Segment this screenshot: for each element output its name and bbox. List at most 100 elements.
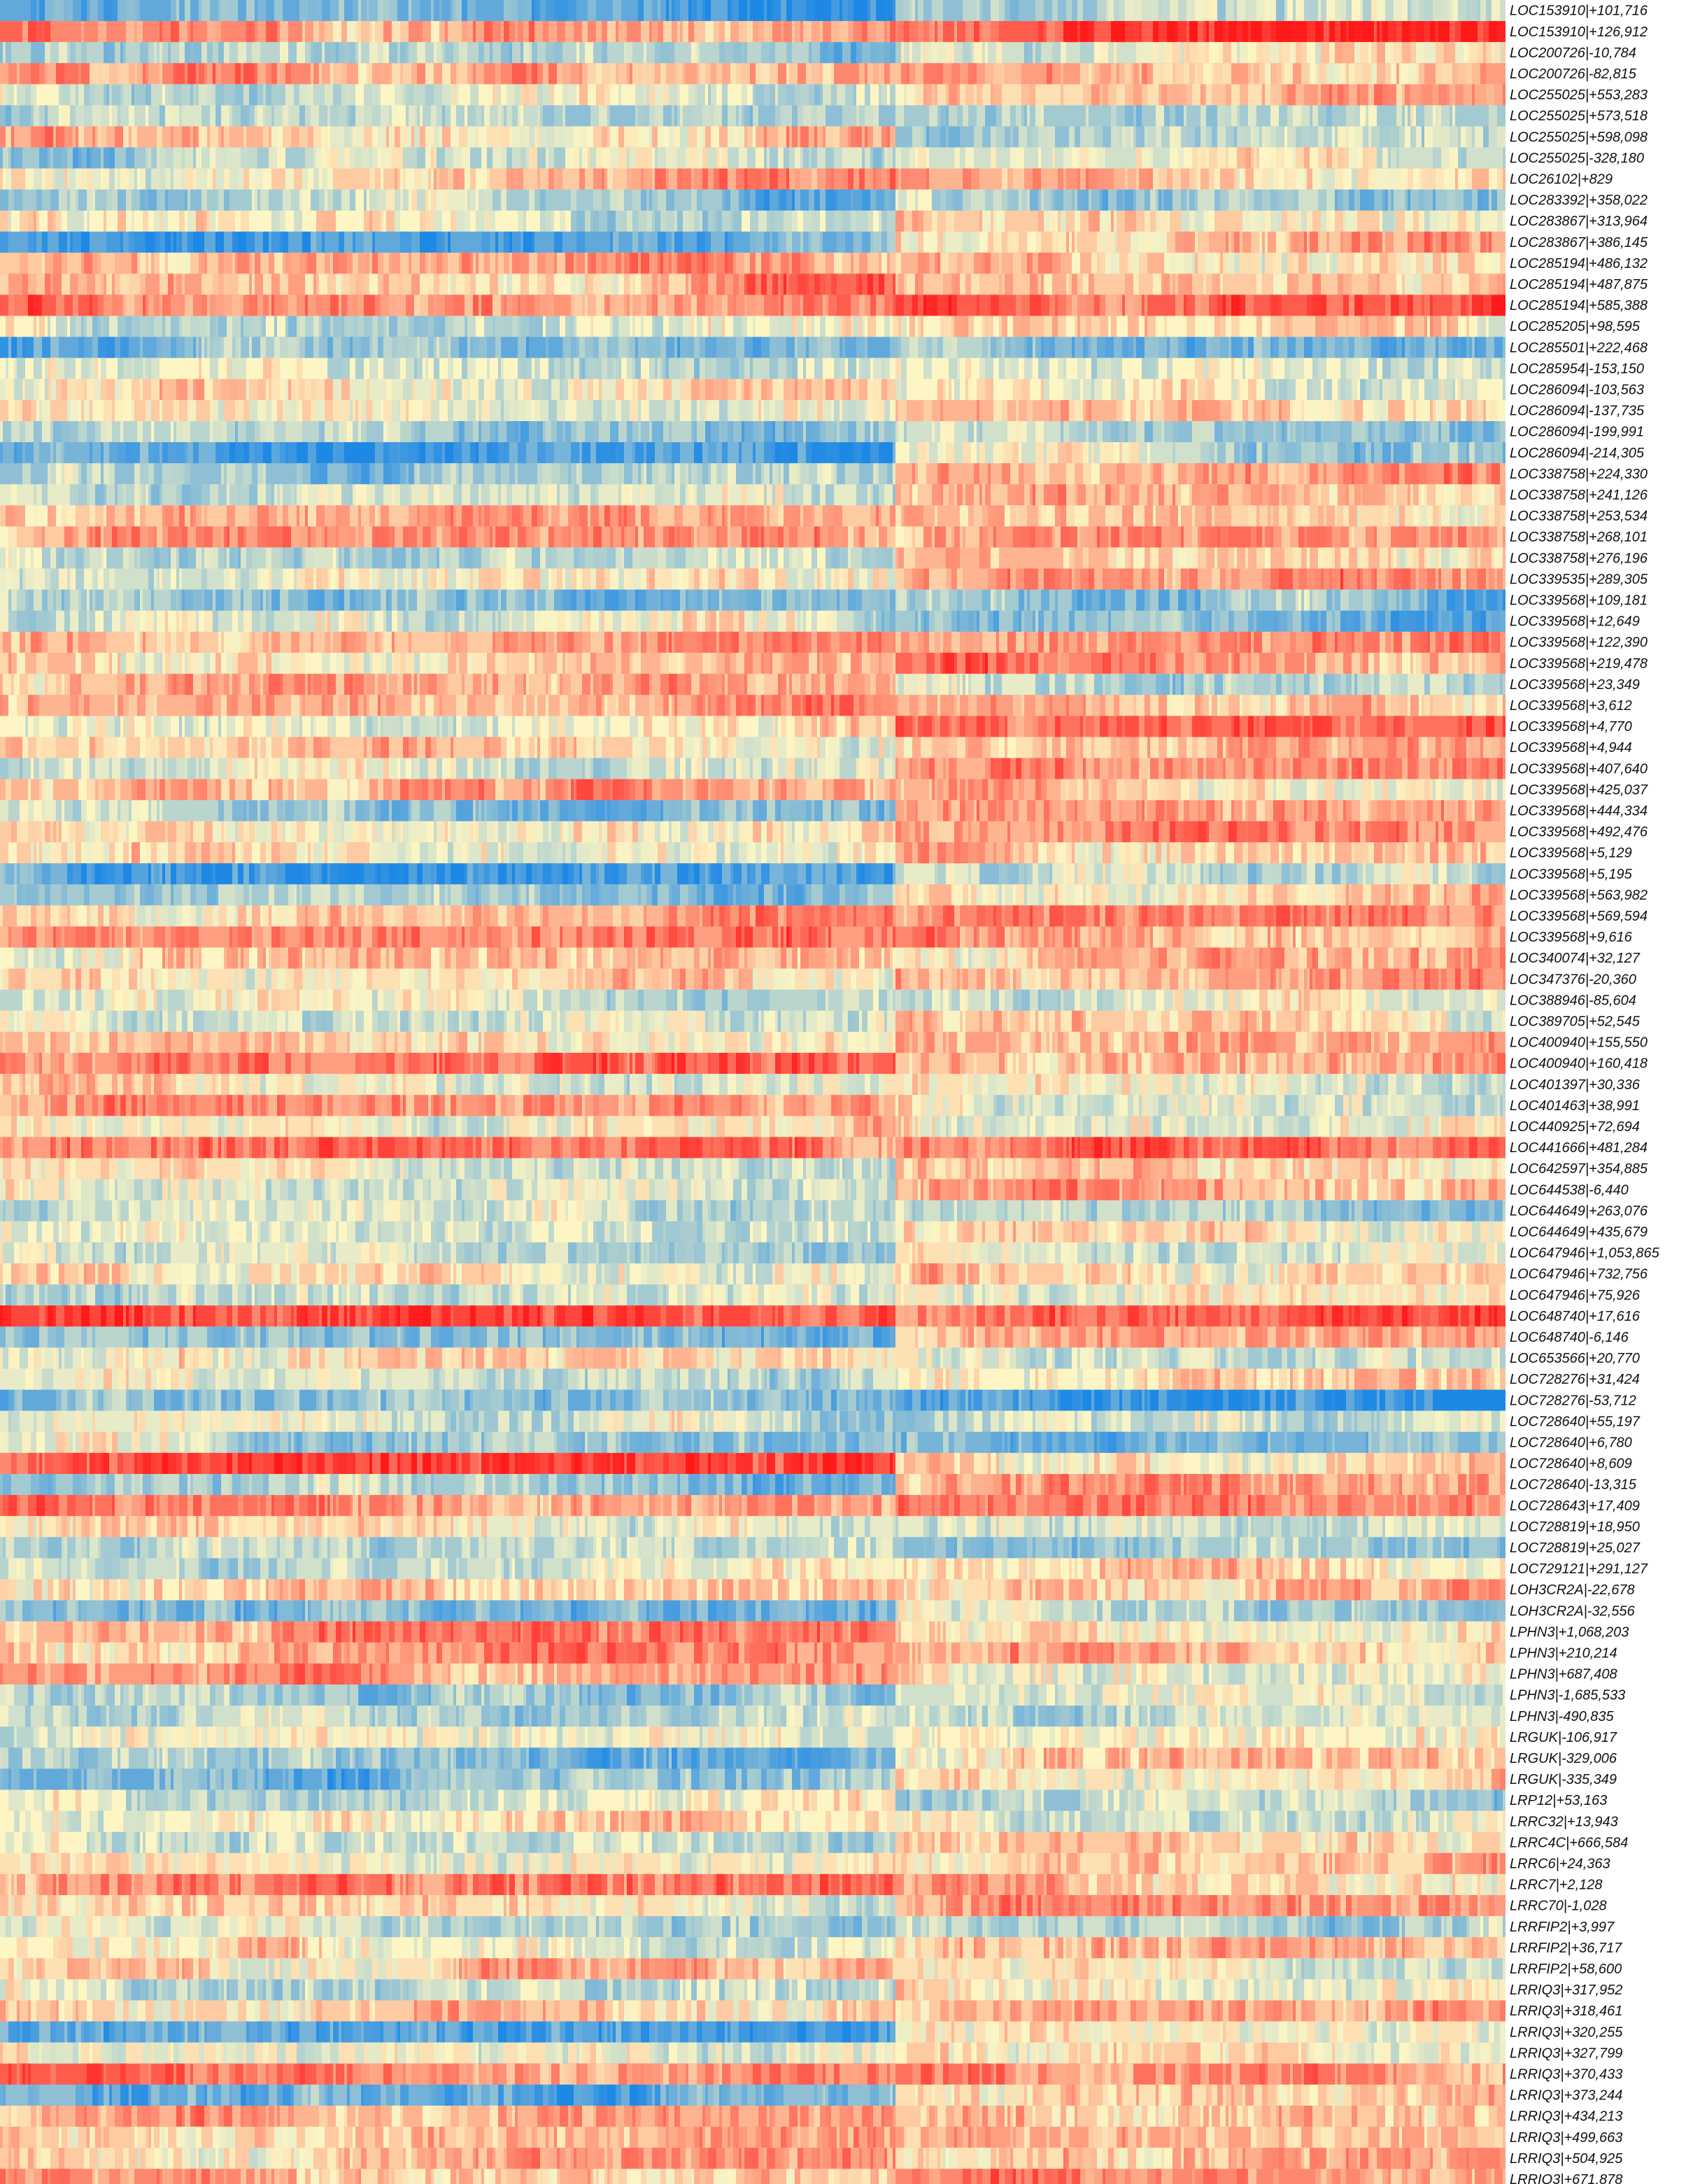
heatmap-cell	[459, 253, 462, 274]
heatmap-cell	[1178, 336, 1184, 359]
heatmap-cell	[1186, 421, 1192, 443]
heatmap-cell	[1231, 295, 1240, 317]
heatmap-cell	[1354, 336, 1363, 359]
heatmap-cell	[613, 0, 621, 22]
heatmap-cell	[1433, 232, 1436, 253]
heatmap-cell	[266, 378, 269, 401]
heatmap-cell	[313, 42, 322, 64]
heatmap-cell	[305, 442, 308, 464]
heatmap-cell	[862, 357, 870, 380]
heatmap-cell	[1338, 484, 1346, 506]
heatmap-cell	[381, 63, 389, 85]
heatmap-cell	[378, 315, 383, 338]
heatmap-cell	[596, 84, 604, 106]
heatmap-cell	[778, 232, 781, 253]
heatmap-cell	[437, 378, 442, 401]
heatmap-cell	[1203, 0, 1206, 22]
heatmap-cell	[322, 126, 325, 148]
heatmap-cell	[1450, 126, 1458, 148]
heatmap-cell	[160, 63, 162, 85]
heatmap-cell	[817, 147, 826, 169]
heatmap-cell	[716, 505, 722, 527]
heatmap-cell	[291, 253, 299, 274]
heatmap-cell	[1494, 442, 1497, 464]
heatmap-cell	[87, 378, 95, 401]
heatmap-cell	[160, 399, 162, 422]
heatmap-cell	[1259, 147, 1268, 169]
heatmap-cell	[1385, 399, 1388, 422]
heatmap-cell	[302, 484, 308, 506]
heatmap-cell	[171, 463, 173, 485]
heatmap-cell	[663, 484, 669, 506]
heatmap-cell	[316, 211, 322, 232]
heatmap-cell	[708, 0, 711, 22]
heatmap-cell	[459, 526, 467, 548]
heatmap-cell	[610, 295, 616, 317]
heatmap-cell	[1444, 315, 1447, 338]
heatmap-cell	[537, 505, 543, 527]
heatmap-cell	[1125, 168, 1128, 190]
heatmap-cell	[1399, 126, 1405, 148]
heatmap-row	[0, 274, 1506, 295]
heatmap-cell	[895, 357, 901, 380]
heatmap-cell	[1436, 484, 1441, 506]
heatmap-cell	[1276, 63, 1282, 85]
heatmap-cell	[1055, 442, 1058, 464]
heatmap-cell	[554, 21, 557, 43]
heatmap-cell	[1287, 378, 1296, 401]
heatmap-cell	[851, 274, 856, 295]
heatmap-cell	[1105, 484, 1111, 506]
heatmap-cell	[1343, 463, 1346, 485]
heatmap-cell	[1041, 505, 1047, 527]
heatmap-cell	[607, 274, 610, 295]
heatmap-cell	[834, 442, 840, 464]
heatmap-cell	[336, 526, 339, 548]
heatmap-cell	[725, 232, 728, 253]
heatmap-cell	[1312, 253, 1318, 274]
heatmap-cell	[389, 126, 392, 148]
heatmap-cell	[1038, 211, 1044, 232]
heatmap-cell	[0, 42, 3, 64]
heatmap-cell	[1013, 315, 1021, 338]
heatmap-cell	[1489, 105, 1497, 127]
heatmap-cell	[691, 105, 694, 127]
heatmap-cell	[392, 253, 400, 274]
heatmap-cell	[109, 105, 112, 127]
heatmap-cell	[918, 442, 926, 464]
heatmap-cell	[644, 274, 652, 295]
heatmap-cell	[157, 336, 162, 359]
heatmap-cell	[255, 168, 263, 190]
heatmap-cell	[36, 21, 42, 43]
heatmap-cell	[266, 526, 274, 548]
heatmap-cell	[1326, 0, 1335, 22]
heatmap-cell	[498, 105, 501, 127]
heatmap-cell	[372, 315, 378, 338]
heatmap-cell	[420, 421, 425, 443]
heatmap-cell	[266, 421, 274, 443]
heatmap-cell	[747, 399, 753, 422]
heatmap-cell	[884, 42, 890, 64]
heatmap-cell	[479, 378, 484, 401]
heatmap-cell	[425, 63, 434, 85]
heatmap-cell	[1360, 42, 1368, 64]
heatmap-cell	[501, 463, 509, 485]
heatmap-cell	[1486, 463, 1492, 485]
heatmap-cell	[616, 295, 624, 317]
heatmap-cell	[1371, 378, 1380, 401]
heatmap-cell	[453, 315, 459, 338]
heatmap-cell	[554, 126, 560, 148]
heatmap-cell	[1301, 442, 1310, 464]
heatmap-cell	[534, 484, 540, 506]
heatmap-cell	[347, 295, 350, 317]
heatmap-cell	[708, 463, 711, 485]
heatmap-cell	[120, 168, 126, 190]
heatmap-cell	[677, 147, 686, 169]
heatmap-cell	[744, 505, 747, 527]
heatmap-cell	[498, 274, 504, 295]
heatmap-cell	[761, 399, 764, 422]
heatmap-cell	[341, 189, 350, 211]
heatmap-cell	[406, 442, 409, 464]
heatmap-cell	[1265, 378, 1273, 401]
heatmap-cell	[725, 253, 728, 274]
heatmap-cell	[434, 84, 442, 106]
